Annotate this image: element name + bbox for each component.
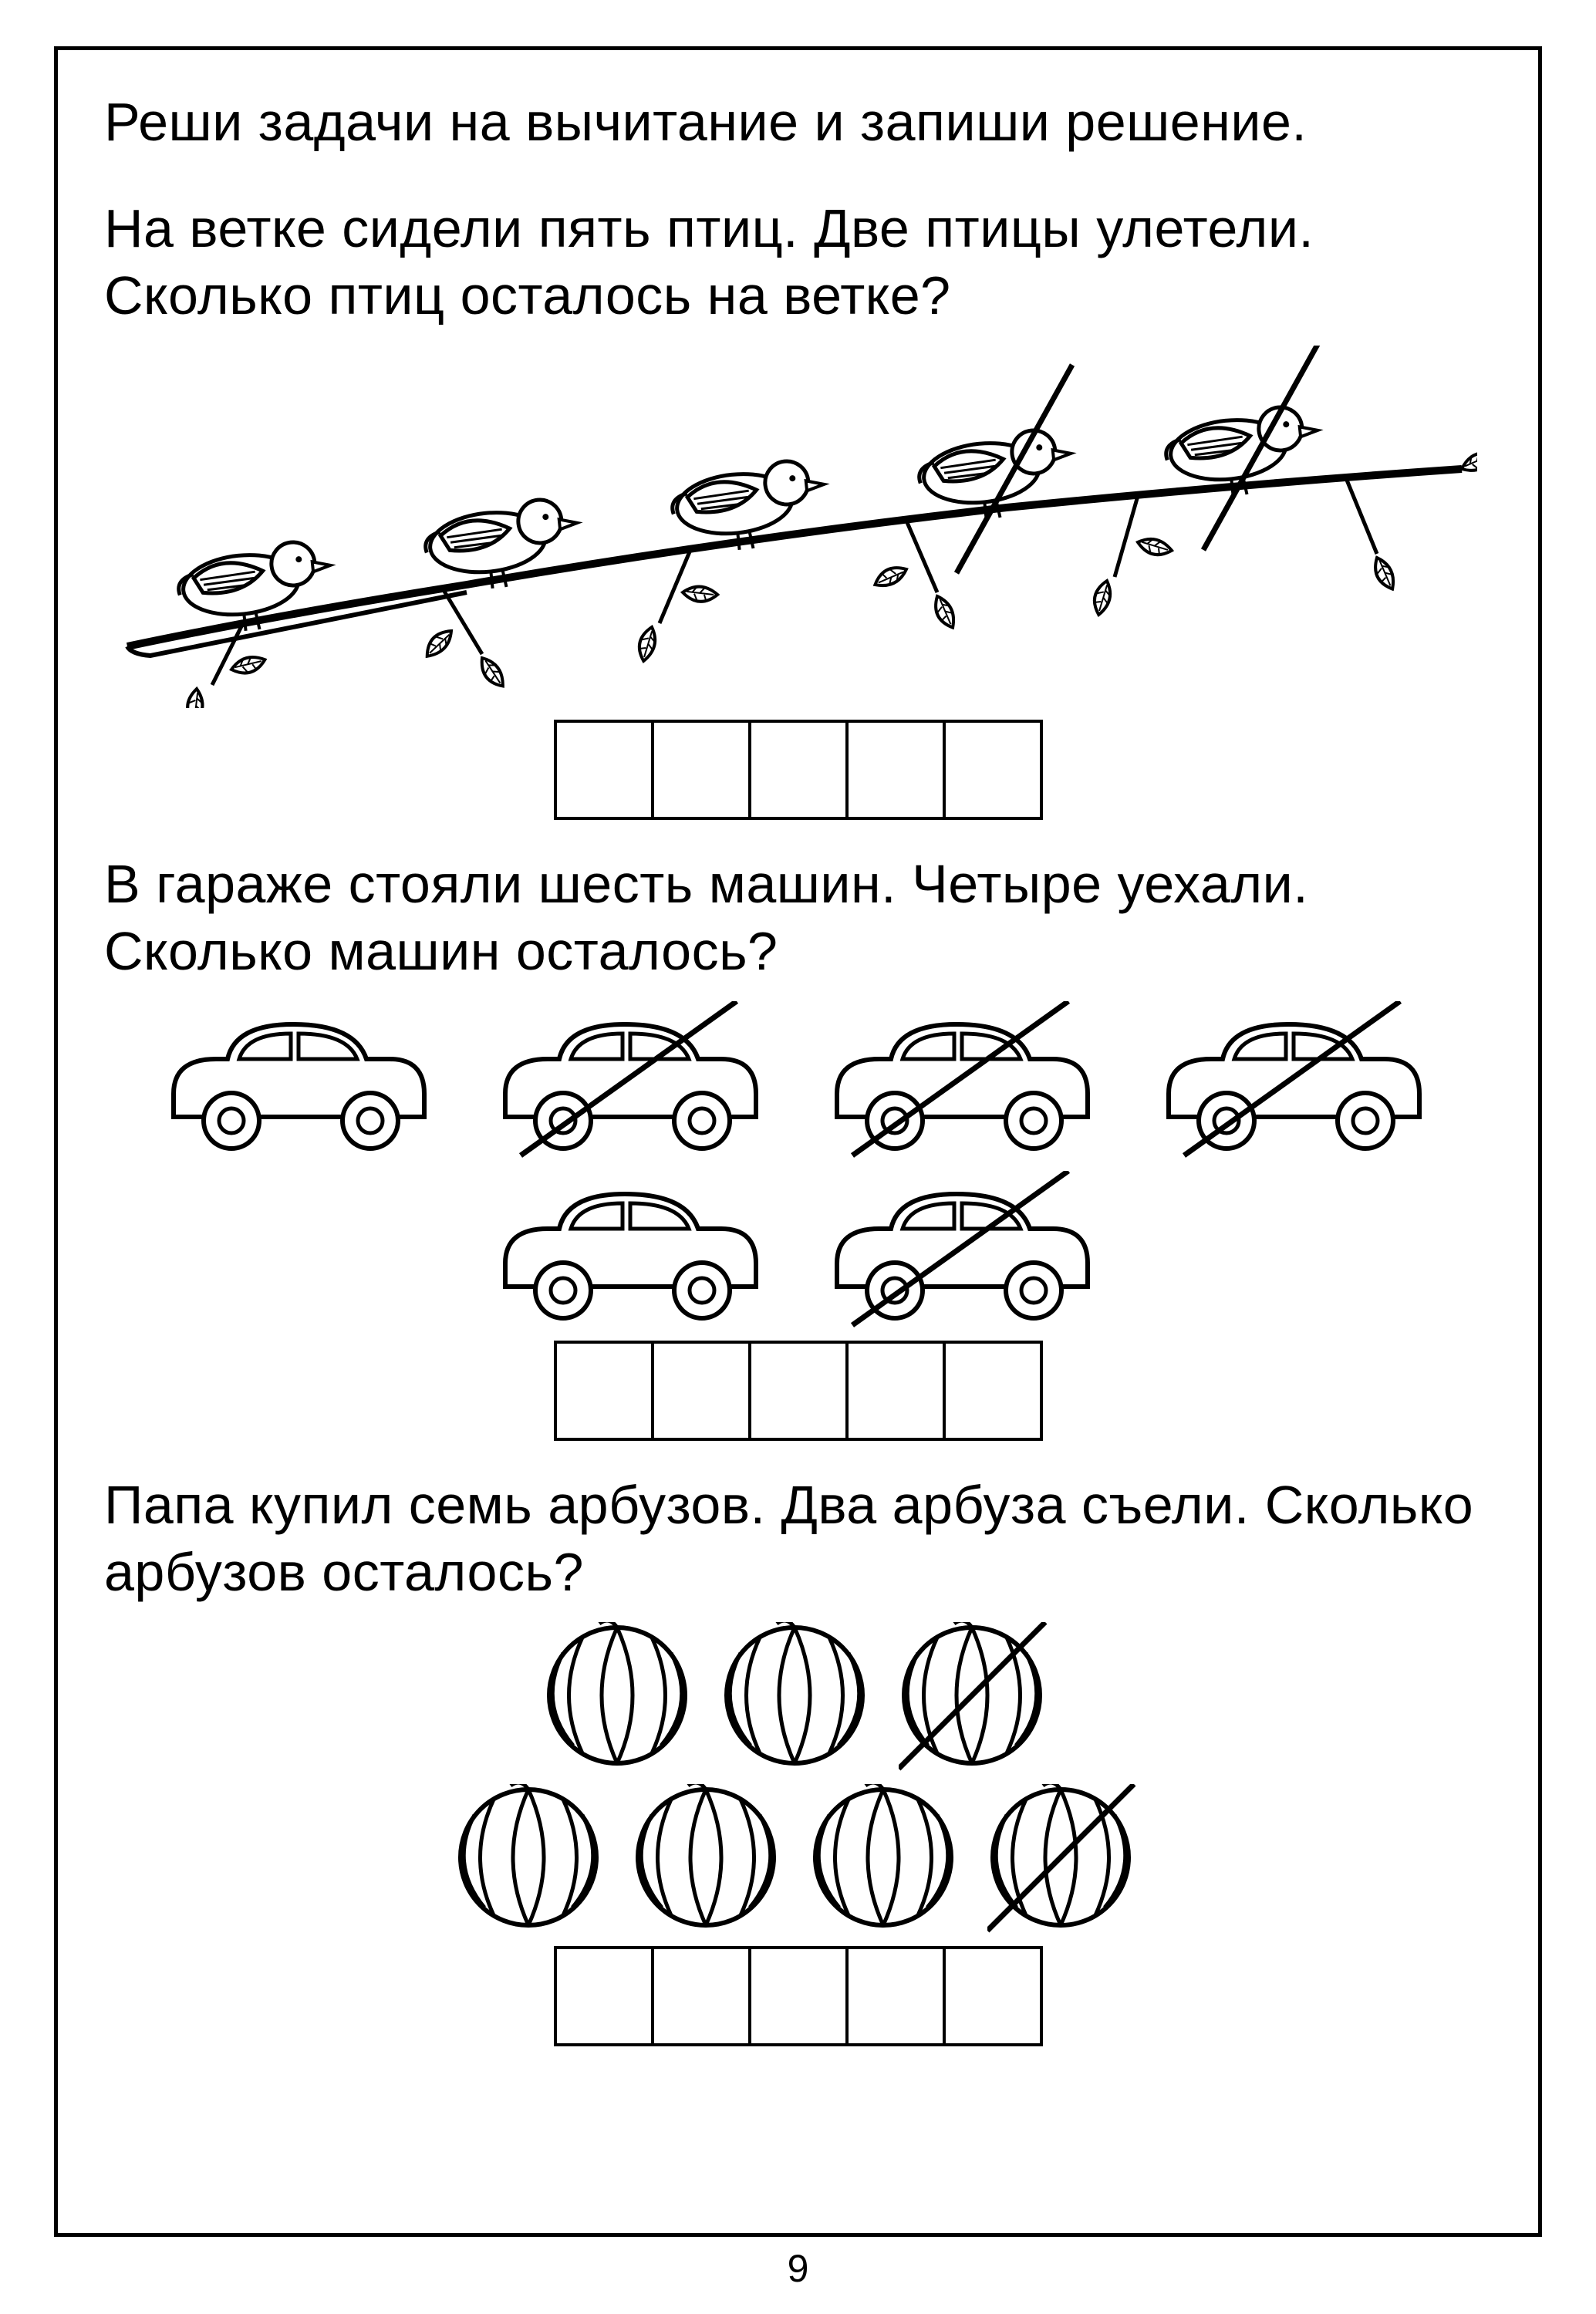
watermelon-icon (633, 1784, 787, 1938)
car-icon (822, 1001, 1107, 1163)
watermelon-icon (721, 1622, 876, 1776)
problem-birds-text: На ветке сидели пять птиц. Две птицы уле… (104, 195, 1492, 330)
bird-icon (915, 365, 1076, 573)
instruction-text: Реши задачи на вычитание и запиши решени… (104, 89, 1492, 157)
answer-cell[interactable] (845, 1946, 946, 2046)
answer-cell[interactable] (943, 720, 1043, 820)
answer-boxes-watermelons (104, 1946, 1492, 2046)
watermelon-icon (544, 1622, 698, 1776)
answer-cell[interactable] (943, 1946, 1043, 2046)
watermelon-icon (455, 1784, 609, 1938)
answer-cell[interactable] (651, 720, 751, 820)
answer-cell[interactable] (748, 1946, 849, 2046)
cars-row-2 (104, 1171, 1492, 1333)
problem-cars: В гараже стояли шесть машин. Четыре уеха… (104, 851, 1492, 1441)
page-number: 9 (0, 2246, 1596, 2291)
answer-cell[interactable] (748, 720, 849, 820)
problem-watermelons-text: Папа купил семь арбузов. Два арбуза съел… (104, 1472, 1492, 1607)
cars-row-1 (104, 1001, 1492, 1163)
answer-cell[interactable] (554, 1946, 654, 2046)
answer-cell[interactable] (943, 1341, 1043, 1441)
watermelon-icon (810, 1784, 964, 1938)
car-icon (158, 1001, 444, 1163)
melons-row-1 (104, 1622, 1492, 1776)
answer-cell[interactable] (845, 1341, 946, 1441)
car-icon (490, 1001, 775, 1163)
car-icon (1153, 1001, 1439, 1163)
problem-watermelons: Папа купил семь арбузов. Два арбуза съел… (104, 1472, 1492, 2046)
answer-boxes-birds (104, 720, 1492, 820)
answer-cell[interactable] (651, 1946, 751, 2046)
problem-cars-text: В гараже стояли шесть машин. Четыре уеха… (104, 851, 1492, 986)
car-icon (822, 1171, 1107, 1333)
content-frame: Реши задачи на вычитание и запиши решени… (54, 46, 1542, 2237)
car-icon (490, 1171, 775, 1333)
answer-cell[interactable] (554, 1341, 654, 1441)
watermelons-illustration (104, 1622, 1492, 1938)
branch-leaves (184, 448, 1477, 708)
bird-icon (1162, 346, 1323, 550)
answer-cell[interactable] (845, 720, 946, 820)
answer-cell[interactable] (554, 720, 654, 820)
answer-cell[interactable] (651, 1341, 751, 1441)
answer-boxes-cars (104, 1341, 1492, 1441)
birds-illustration (104, 346, 1492, 708)
birds-svg (120, 346, 1477, 708)
problem-birds: На ветке сидели пять птиц. Две птицы уле… (104, 195, 1492, 820)
watermelon-icon (899, 1622, 1053, 1776)
watermelon-icon (987, 1784, 1142, 1938)
melons-row-2 (104, 1784, 1492, 1938)
worksheet-page: Реши задачи на вычитание и запиши решени… (0, 0, 1596, 2314)
answer-cell[interactable] (748, 1341, 849, 1441)
cars-illustration (104, 1001, 1492, 1333)
